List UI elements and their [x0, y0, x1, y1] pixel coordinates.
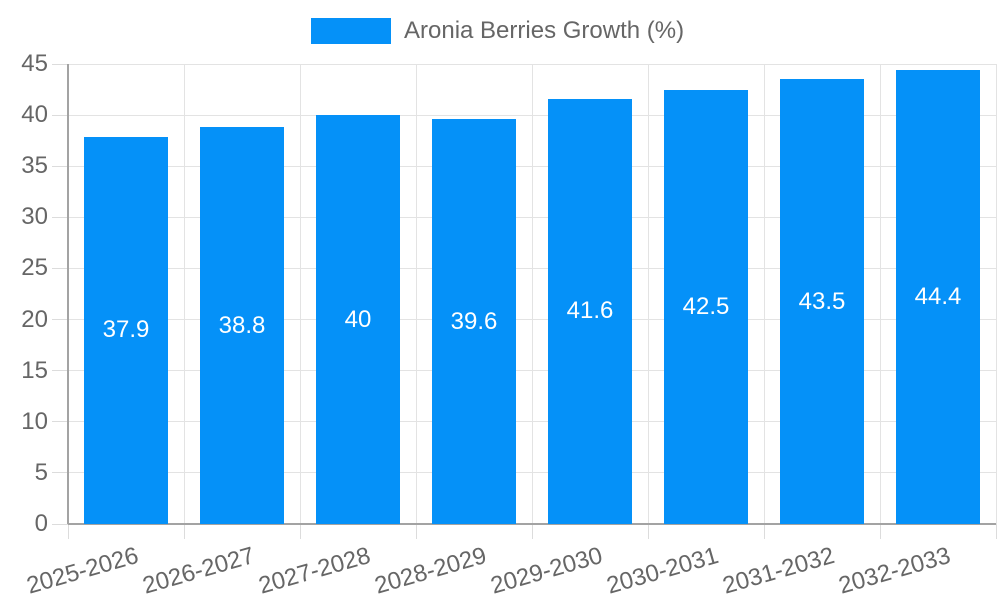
x-axis-tick: [879, 524, 881, 539]
y-tick-label: 25: [21, 254, 48, 282]
y-axis-line: [67, 64, 69, 524]
x-axis-tick: [531, 524, 533, 539]
x-axis-tick: [995, 524, 997, 539]
x-axis-line: [68, 523, 996, 525]
y-tick-label: 35: [21, 152, 48, 180]
v-gridline: [647, 64, 649, 524]
y-axis-tick: [52, 165, 68, 167]
x-axis-tick: [415, 524, 417, 539]
x-axis-tick: [763, 524, 765, 539]
y-axis-tick: [52, 472, 68, 474]
v-gridline: [415, 64, 417, 524]
y-axis-tick: [52, 319, 68, 321]
y-tick-label: 5: [34, 458, 48, 486]
y-tick-label: 0: [34, 510, 48, 537]
x-axis-tick: [183, 524, 185, 539]
v-gridline: [995, 64, 997, 524]
x-axis-tick: [67, 524, 69, 539]
legend-label: Aronia Berries Growth (%): [404, 17, 685, 44]
bar[interactable]: [200, 127, 284, 524]
plot-area: 0 5 10 15 20 25 30 35 40 45 37.9 2025-2026 38.8 2026-…: [21, 51, 997, 600]
y-axis-tick: [52, 63, 68, 65]
v-gridline: [531, 64, 533, 524]
v-gridline: [879, 64, 881, 524]
y-tick-label: 10: [21, 407, 48, 435]
bar[interactable]: [316, 115, 400, 524]
y-tick-label: 20: [21, 305, 48, 333]
v-gridline: [299, 64, 301, 524]
y-axis-tick: [52, 114, 68, 116]
y-axis-tick: [52, 267, 68, 269]
y-axis-tick: [52, 523, 68, 525]
bar[interactable]: [548, 98, 632, 524]
bar[interactable]: [896, 70, 980, 524]
y-axis-tick: [52, 216, 68, 218]
y-axis-tick: [52, 370, 68, 372]
bar[interactable]: [84, 136, 168, 524]
bar[interactable]: [432, 119, 516, 524]
y-axis-tick: [52, 421, 68, 423]
v-gridline: [763, 64, 765, 524]
y-tick-label: 30: [21, 203, 48, 231]
bar[interactable]: [664, 89, 748, 524]
v-gridline: [183, 64, 185, 524]
legend-swatch: [311, 18, 391, 44]
x-axis-tick: [299, 524, 301, 539]
bar[interactable]: [780, 79, 864, 524]
x-axis-tick: [647, 524, 649, 539]
y-tick-label: 45: [21, 50, 48, 77]
y-tick-label: 15: [21, 356, 48, 384]
y-tick-label: 40: [21, 101, 48, 129]
legend[interactable]: Aronia Berries Growth (%): [311, 16, 684, 46]
